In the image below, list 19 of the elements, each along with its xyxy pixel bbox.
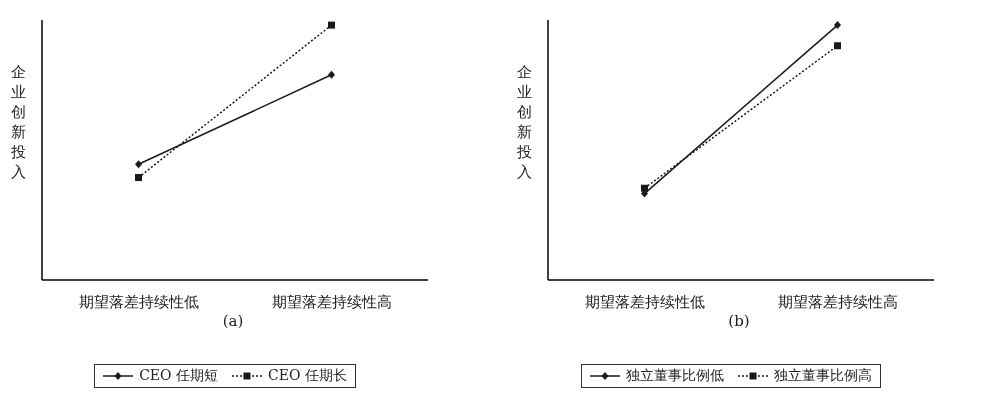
- y-axis-title: 企业创新投入: [9, 63, 26, 181]
- x-tick-label: 期望落差持续性低: [78, 292, 199, 311]
- legend-label: CEO 任期短: [139, 367, 218, 385]
- point: [641, 184, 648, 192]
- y-axis-title: 企业创新投入: [515, 63, 532, 181]
- text: (a): [221, 312, 245, 330]
- point: [834, 21, 841, 30]
- text: (b): [727, 312, 751, 330]
- legend-label: 独立董事比例低: [626, 367, 724, 385]
- point: [328, 21, 335, 29]
- legend-label: 独立董事比例高: [774, 367, 872, 385]
- x-tick-label: 期望落差持续性高: [271, 292, 392, 311]
- x-tick-label: 期望落差持续性低: [584, 292, 705, 311]
- point: [135, 174, 142, 182]
- point: [328, 70, 335, 79]
- point: [834, 42, 841, 50]
- x-tick-label: 期望落差持续性高: [777, 292, 898, 311]
- legend-label: CEO 任期长: [268, 367, 347, 385]
- point: [135, 160, 142, 169]
